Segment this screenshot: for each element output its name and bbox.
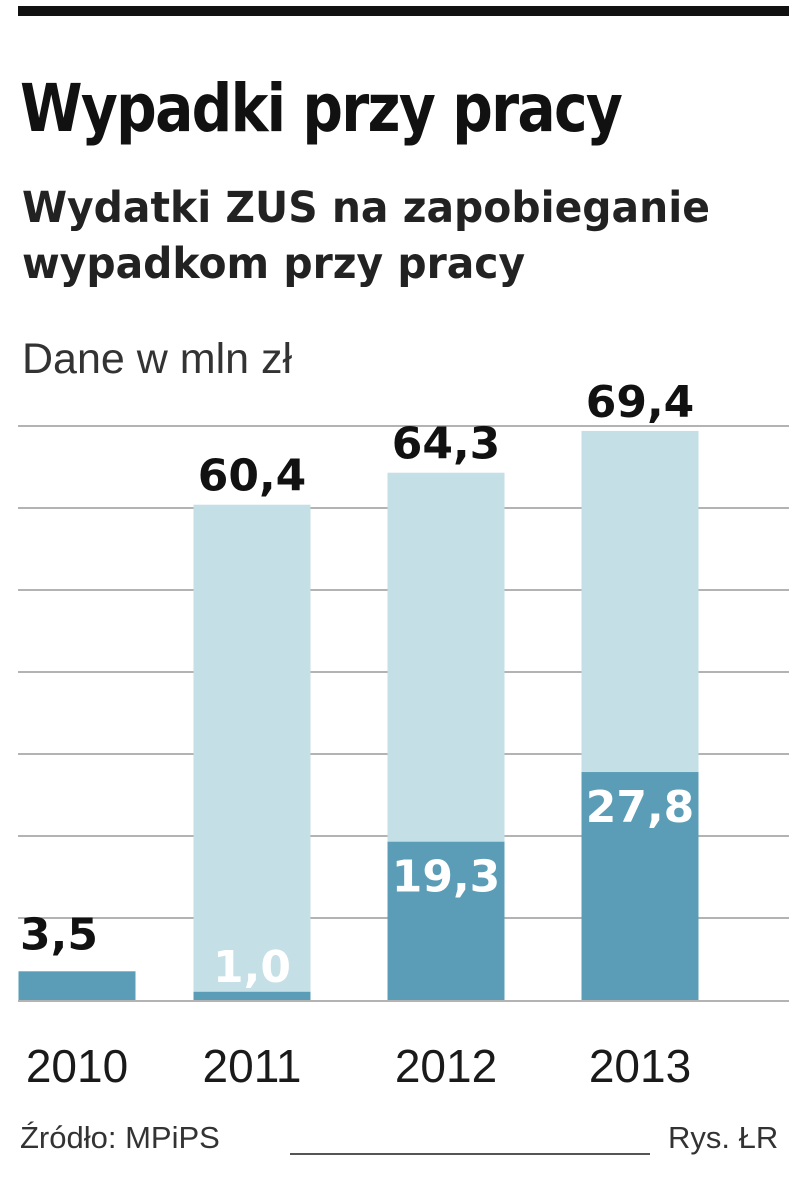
- top-rule: [18, 6, 789, 16]
- bar-total-label-2012: 64,3: [392, 419, 501, 470]
- bar-value-label-2010: 3,5: [20, 909, 98, 960]
- credit-note: Rys. ŁR: [668, 1120, 779, 1155]
- bar-total-label-2011: 60,4: [198, 451, 307, 502]
- x-tick-label-2012: 2012: [395, 1040, 497, 1092]
- bar-total-label-2013: 69,4: [586, 377, 695, 428]
- x-tick-label-2010: 2010: [26, 1040, 128, 1092]
- bar-total-2011: [193, 504, 311, 1000]
- chart-title: Wypadki przy pracy: [20, 70, 623, 147]
- bar-value-label-2012: 19,3: [392, 852, 501, 903]
- bar-value-2011: [193, 991, 311, 1000]
- chart-subtitle: Wydatki ZUS na zapobieganie wypadkom prz…: [22, 183, 710, 289]
- source-note: Źródło: MPiPS: [20, 1120, 220, 1155]
- bar-value-2013: [581, 772, 699, 1000]
- bar-value-2012: [387, 841, 505, 1000]
- bar-value-label-2013: 27,8: [586, 782, 695, 833]
- unit-label: Dane w mln zł: [22, 335, 293, 383]
- bar-value-label-2011: 1,0: [213, 942, 291, 993]
- bar-value-2010: [18, 971, 136, 1000]
- x-tick-label-2013: 2013: [589, 1040, 691, 1092]
- x-tick-label-2011: 2011: [203, 1040, 302, 1092]
- footer-rule: [290, 1153, 650, 1155]
